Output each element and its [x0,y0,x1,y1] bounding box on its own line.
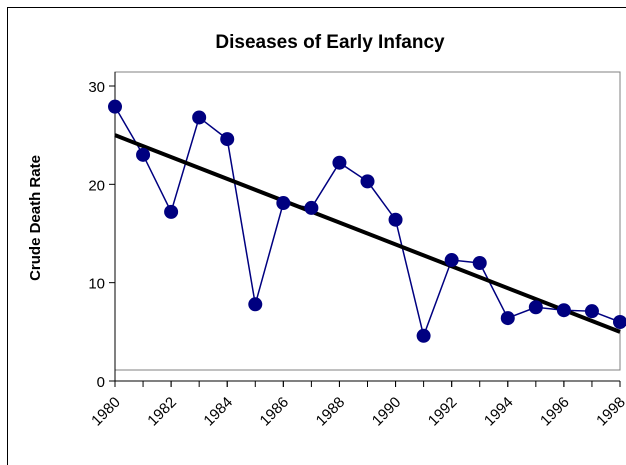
data-point [136,147,151,162]
chart-title: Diseases of Early Infancy [215,32,445,53]
x-tick-label: 1994 [481,394,517,430]
data-point [192,110,207,125]
data-point [613,315,626,329]
data-point [332,155,347,170]
y-tick-label: 20 [88,177,105,194]
x-tick-label: 1982 [144,394,180,430]
x-tick-label: 1988 [313,394,349,430]
x-tick-label: 1996 [537,394,573,430]
data-point [472,256,487,270]
data-point [500,311,515,326]
x-tick-label: 1980 [88,394,124,430]
x-tick-label: 1986 [257,394,293,430]
x-tick-label: 1998 [593,394,626,430]
y-axis-label: Crude Death Rate [27,155,44,281]
data-point [360,174,375,189]
data-point [388,212,403,227]
data-point [276,196,291,211]
data-point [416,328,431,343]
x-tick-label: 1984 [200,394,236,430]
data-point [304,200,319,215]
chart-border [7,7,626,465]
data-point [248,297,263,312]
y-tick-label: 10 [88,276,105,293]
data-point [556,303,571,318]
data-point [444,253,459,268]
data-point [528,300,543,315]
x-tick-label: 1990 [369,394,405,430]
plot-area [114,71,621,371]
data-point [108,99,122,114]
y-tick-label: 0 [97,374,105,391]
data-point [164,204,179,219]
data-point [220,132,235,147]
data-point [584,304,599,319]
y-tick-label: 30 [88,79,105,96]
trendline [114,133,621,334]
x-tick-label: 1992 [425,394,461,430]
